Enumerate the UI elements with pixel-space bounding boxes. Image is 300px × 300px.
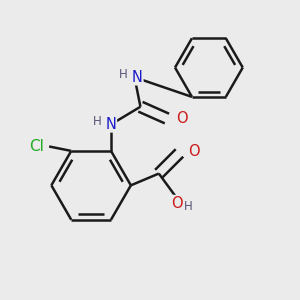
- Text: O: O: [176, 111, 188, 126]
- Text: H: H: [93, 115, 102, 128]
- Text: N: N: [106, 117, 116, 132]
- Text: Cl: Cl: [29, 139, 44, 154]
- Text: H: H: [184, 200, 193, 213]
- Text: H: H: [119, 68, 128, 81]
- Text: O: O: [171, 196, 182, 211]
- Text: N: N: [132, 70, 143, 85]
- Text: O: O: [188, 144, 200, 159]
